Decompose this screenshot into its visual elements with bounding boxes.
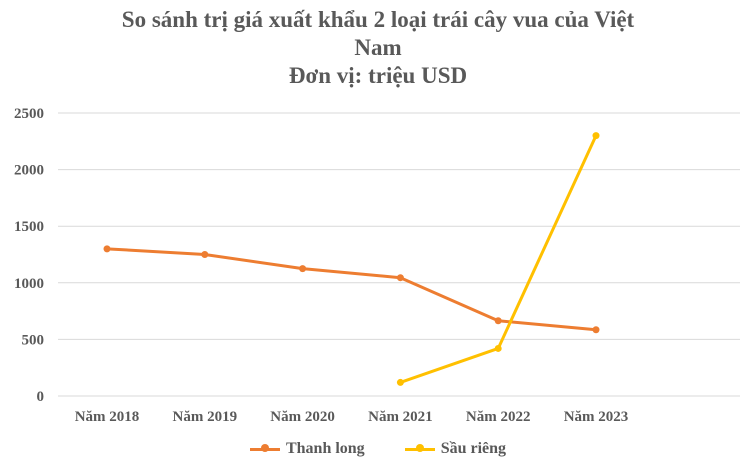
legend-marker-sau-rieng (404, 444, 435, 452)
y-tick-label-1500: 1500 (14, 219, 44, 235)
y-tick-label-2000: 2000 (14, 163, 44, 179)
data-point-thanh-long-0[interactable] (103, 245, 111, 253)
x-axis-tick-labels: Năm 2018 Năm 2019 Năm 2020 Năm 2021 Năm 2022… (75, 409, 629, 425)
x-tick-label-4: Năm 2022 (466, 409, 531, 425)
x-tick-label-2: Năm 2020 (270, 409, 335, 425)
legend: Thanh long Sầu riêng (0, 440, 756, 458)
data-point-thanh-long-1[interactable] (201, 251, 209, 258)
chart-title-line-1: So sánh trị giá xuất khẩu 2 loại trái câ… (121, 7, 635, 32)
series-line-thanh-long (106, 247, 597, 332)
series-sau-rieng (396, 132, 600, 386)
legend-item-sau-rieng[interactable]: Sầu riêng (404, 440, 507, 458)
y-tick-label-0: 0 (37, 389, 45, 405)
y-tick-label-500: 500 (22, 332, 45, 348)
data-point-thanh-long-5[interactable] (592, 326, 600, 334)
chart-title: So sánh trị giá xuất khẩu 2 loại trái câ… (60, 6, 696, 90)
series-lines (103, 132, 600, 386)
data-point-sau-rieng-5[interactable] (592, 132, 600, 140)
gridlines (58, 112, 740, 397)
x-tick-label-3: Năm 2021 (368, 409, 433, 425)
y-tick-label-1000: 1000 (14, 276, 44, 292)
series-thanh-long (103, 245, 600, 334)
data-point-sau-rieng-3[interactable] (396, 378, 404, 386)
x-tick-label-5: Năm 2023 (564, 409, 629, 425)
legend-label-sau-rieng: Sầu riêng (440, 440, 507, 457)
y-tick-label-2500: 2500 (14, 106, 44, 122)
x-tick-label-0: Năm 2018 (75, 409, 140, 425)
x-tick-label-1: Năm 2019 (173, 409, 238, 425)
chart-title-line-2: Nam (354, 35, 402, 60)
data-point-thanh-long-3[interactable] (396, 274, 404, 282)
legend-item-thanh-long[interactable]: Thanh long (249, 440, 365, 458)
legend-marker-thanh-long (249, 444, 280, 452)
legend-label-thanh-long: Thanh long (285, 440, 365, 457)
data-point-sau-rieng-4[interactable] (494, 344, 502, 352)
data-point-thanh-long-4[interactable] (494, 317, 502, 325)
data-point-thanh-long-2[interactable] (299, 265, 307, 273)
chart-title-line-3: Đơn vị: triệu USD (288, 63, 468, 88)
y-axis-tick-labels: 0 500 1000 1500 2000 2500 (14, 106, 44, 405)
